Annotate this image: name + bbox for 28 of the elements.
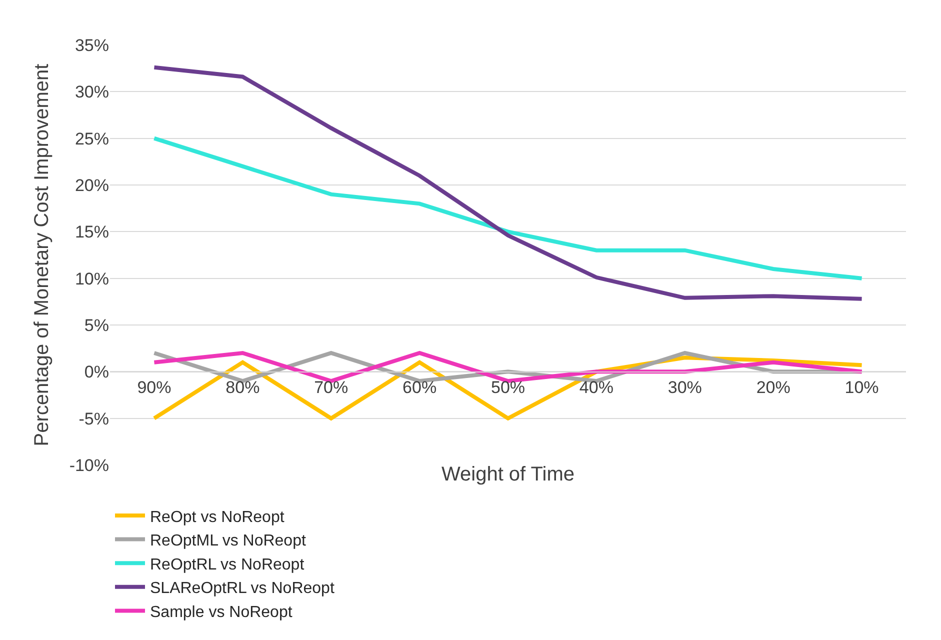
line-series <box>152 65 864 301</box>
x-tick-label: 40% <box>579 378 614 398</box>
x-tick-label: 30% <box>668 378 702 398</box>
legend-label: ReOptML vs NoReopt <box>150 532 306 550</box>
x-tick-label: 80% <box>226 378 260 398</box>
y-tick-label: 5% <box>84 316 109 335</box>
x-tick-label: 10% <box>844 378 879 398</box>
x-tick-label: 90% <box>137 378 172 398</box>
y-tick-label: -10% <box>69 456 109 475</box>
x-axis-title: Weight of Time <box>441 464 575 486</box>
x-tick-label: 70% <box>314 378 348 398</box>
y-tick-label: 30% <box>74 82 109 102</box>
y-axis-title: Percentage of Monetary Cost Improvement <box>30 63 53 446</box>
x-tick-label: 20% <box>756 378 790 398</box>
x-tick-label: 60% <box>402 378 437 398</box>
x-tick-label: 50% <box>490 378 526 398</box>
line-series <box>152 136 864 280</box>
y-tick-label: -5% <box>78 409 109 428</box>
y-tick-label: 20% <box>74 176 109 195</box>
legend-label: SLAReOptRL vs NoReopt <box>150 580 335 598</box>
y-tick-label: 0% <box>84 362 109 382</box>
y-tick-label: 25% <box>74 129 109 148</box>
legend-label: ReOptRL vs NoReopt <box>150 556 305 574</box>
y-tick-label: 35% <box>74 36 109 55</box>
legend-label: Sample vs NoReopt <box>150 604 293 621</box>
y-tick-label: 10% <box>74 269 109 288</box>
y-tick-label: 15% <box>74 222 109 242</box>
legend-label: ReOpt vs NoReopt <box>150 508 285 526</box>
